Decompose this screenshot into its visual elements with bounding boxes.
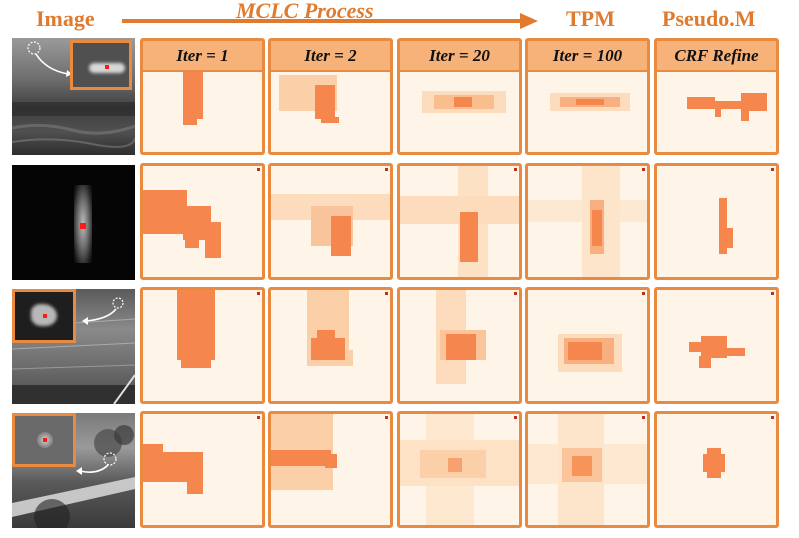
marker-dot [257, 168, 260, 171]
input-image-row-2 [12, 165, 135, 280]
marker-dot [514, 416, 517, 419]
marker-dot [257, 292, 260, 295]
panel-row-3-iter-20 [397, 287, 522, 404]
input-image-row-1 [12, 38, 135, 155]
marker-dot [642, 416, 645, 419]
panel-row-3-iter-100 [525, 287, 650, 404]
marker-dot [385, 292, 388, 295]
column-label-iter-2: Iter = 2 [271, 41, 390, 72]
mclc-process-header: MCLC Process [236, 0, 374, 23]
panel-row-3-iter-1 [140, 287, 265, 404]
callout-arrow-icon [76, 464, 109, 475]
panel-row-2-iter-2 [268, 163, 393, 280]
callout-arrow-icon [82, 308, 117, 325]
column-label-iter-1: Iter = 1 [143, 41, 262, 72]
panel-row-2-iter-20 [397, 163, 522, 280]
panel-row-1-iter-1: Iter = 1 [140, 38, 265, 155]
marker-dot [771, 416, 774, 419]
panel-row-3-iter-2 [268, 287, 393, 404]
marker-dot [642, 168, 645, 171]
panel-row-4-iter-20 [397, 411, 522, 528]
tpm-header: TPM [566, 6, 615, 31]
callout-arrow-icon [35, 53, 72, 77]
column-label-crf-refine: CRF Refine [657, 41, 776, 72]
panel-row-4-iter-100 [525, 411, 650, 528]
panel-row-1-iter-100: Iter = 100 [525, 38, 650, 155]
panel-row-3-crf-refine [654, 287, 779, 404]
marker-dot [514, 168, 517, 171]
panel-row-2-iter-100 [525, 163, 650, 280]
target-circle-icon [112, 297, 124, 309]
image-column-header: Image [36, 6, 95, 31]
column-label-iter-20: Iter = 20 [400, 41, 519, 72]
panel-row-1-crf-refine: CRF Refine [654, 38, 779, 155]
marker-dot [385, 168, 388, 171]
marker-dot [514, 292, 517, 295]
target-circle-icon [27, 41, 41, 55]
marker-dot [771, 292, 774, 295]
marker-dot [257, 416, 260, 419]
panel-row-4-iter-1 [140, 411, 265, 528]
panel-row-4-crf-refine [654, 411, 779, 528]
panel-row-2-crf-refine [654, 163, 779, 280]
panel-row-1-iter-20: Iter = 20 [397, 38, 522, 155]
panel-row-2-iter-1 [140, 163, 265, 280]
pseudo-mask-header: Pseudo.M [662, 6, 756, 31]
marker-dot [385, 416, 388, 419]
panel-row-4-iter-2 [268, 411, 393, 528]
column-label-iter-100: Iter = 100 [528, 41, 647, 72]
input-image-row-3 [12, 289, 135, 404]
panel-row-1-iter-2: Iter = 2 [268, 38, 393, 155]
input-image-row-4 [12, 413, 135, 528]
marker-dot [642, 292, 645, 295]
process-arrow-icon [122, 13, 538, 29]
marker-dot [771, 168, 774, 171]
target-circle-icon [103, 452, 117, 466]
